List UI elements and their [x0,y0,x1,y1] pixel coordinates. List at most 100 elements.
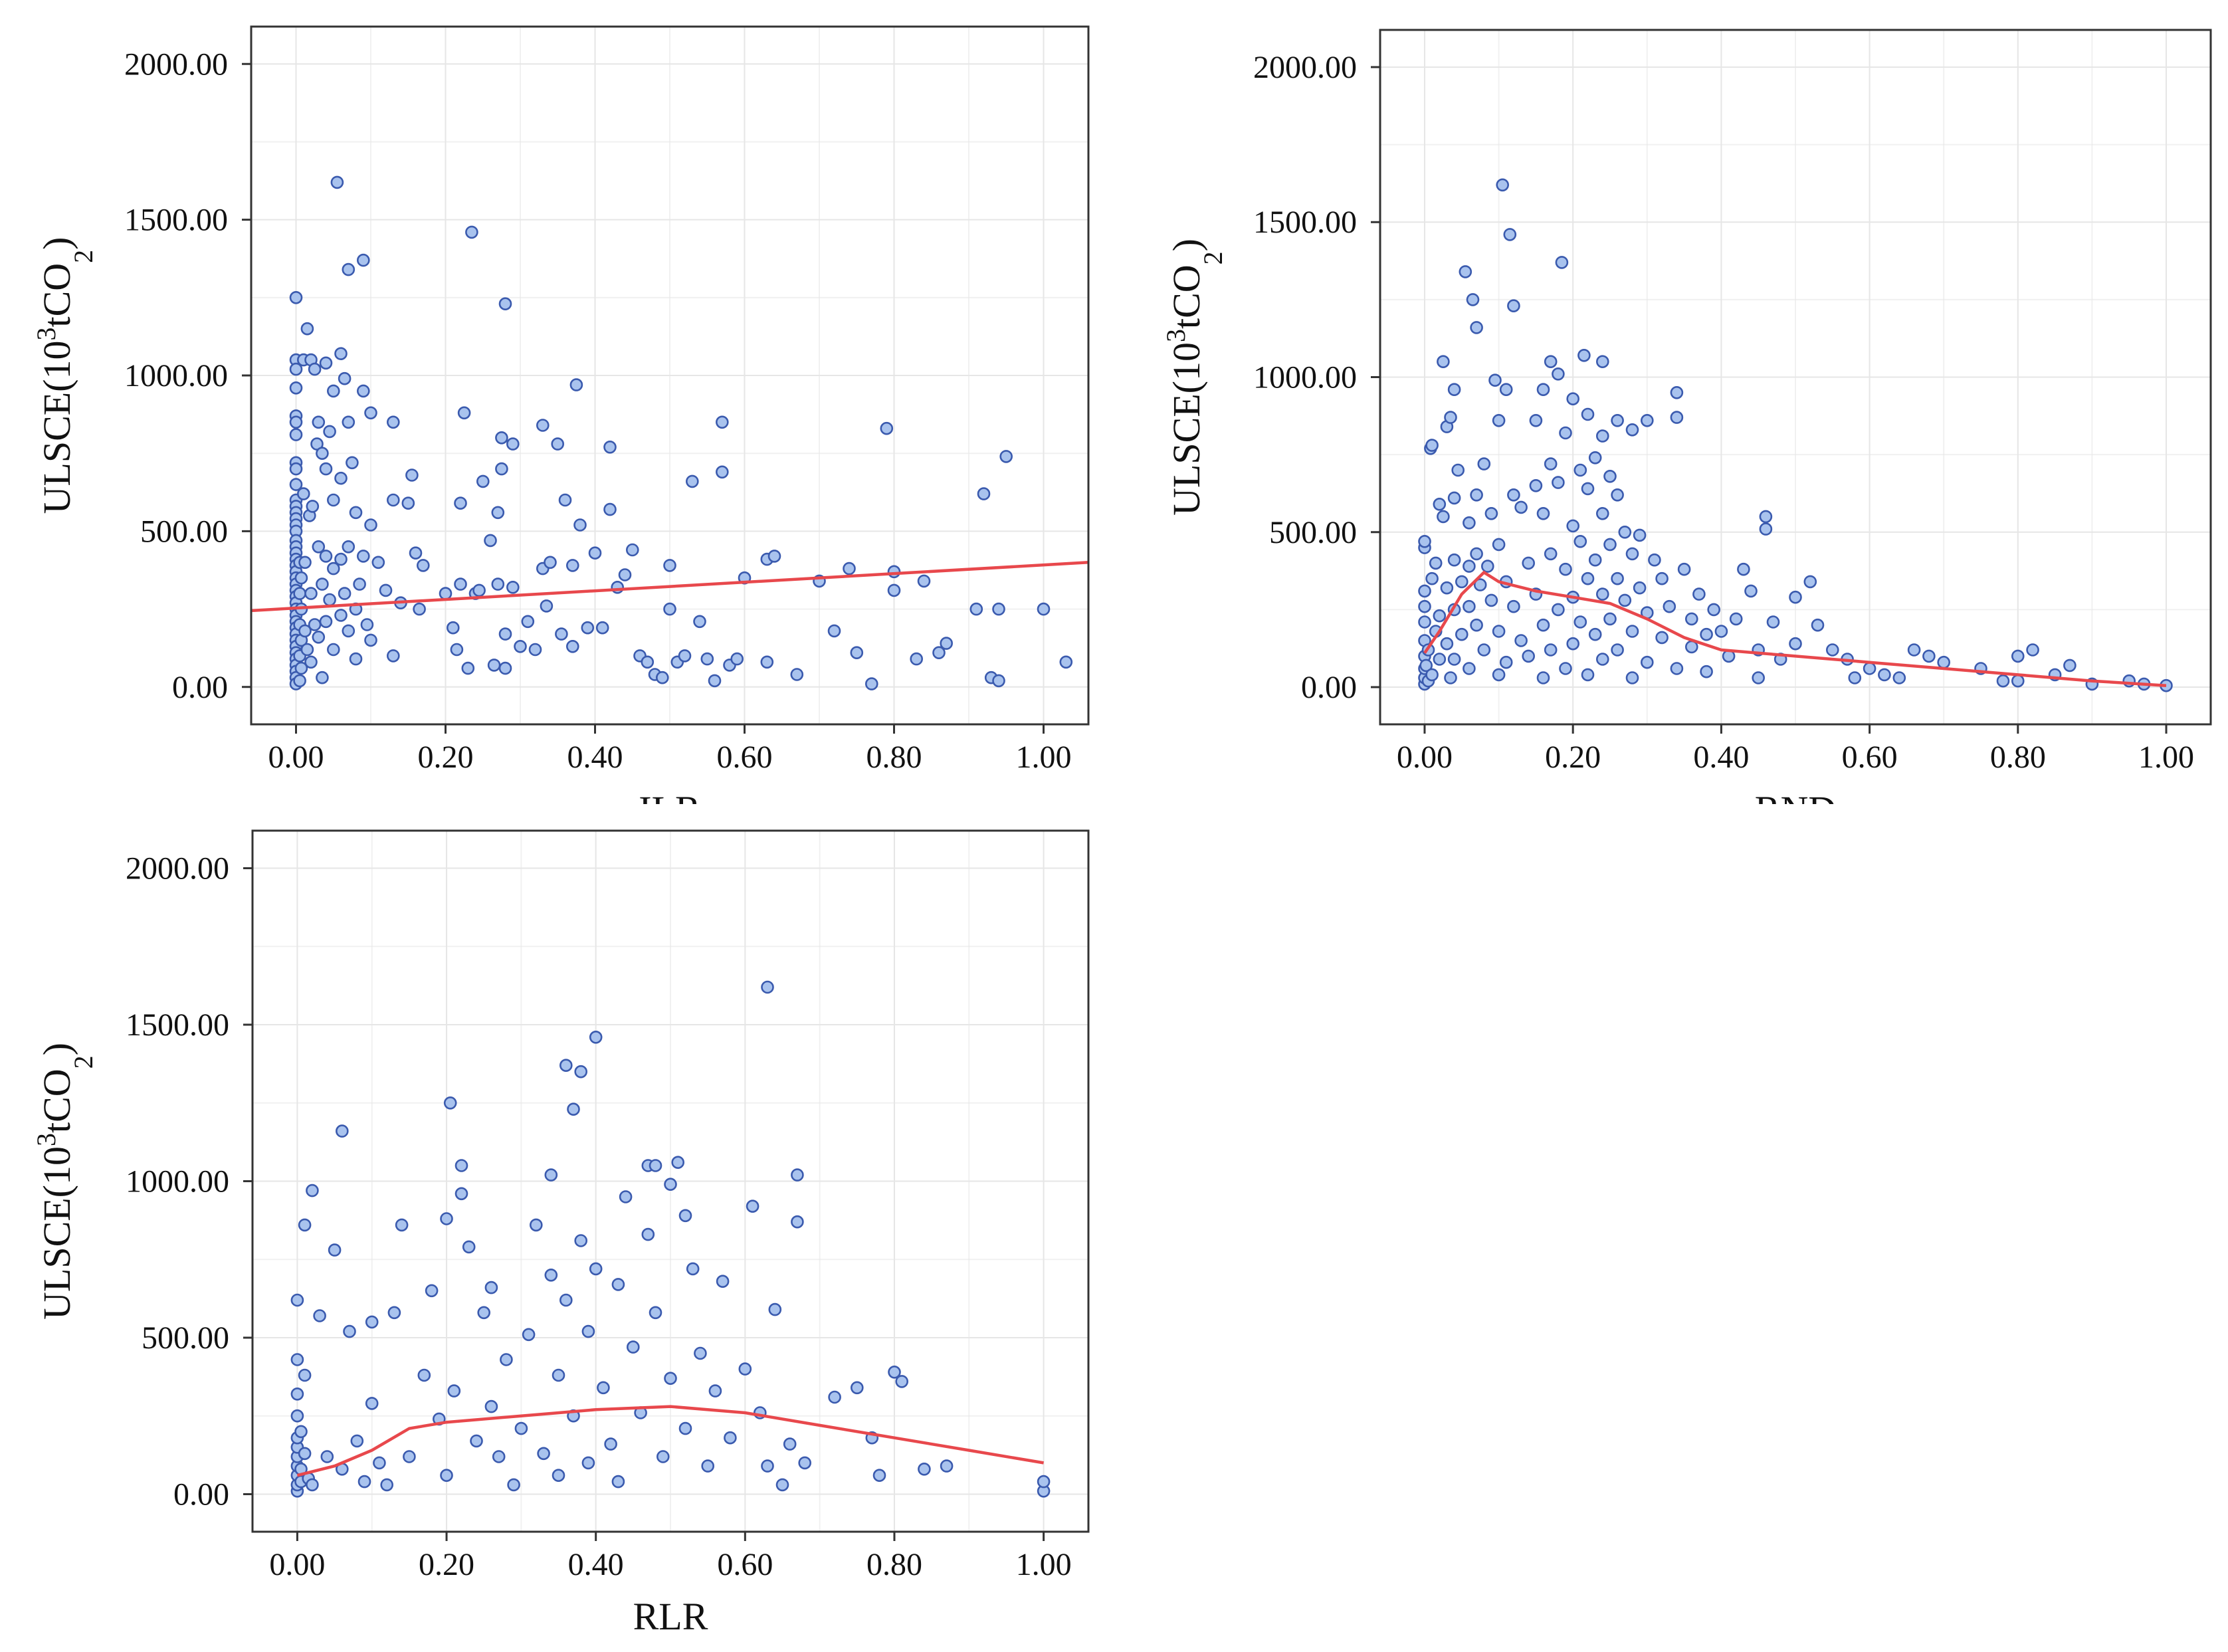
y-tick-label: 1500.00 [124,203,228,238]
data-point [506,437,520,451]
data-point [1573,463,1587,477]
data-point [1536,383,1550,397]
data-point [581,1324,595,1338]
data-point [574,1065,588,1079]
data-point [827,624,841,638]
data-point [2026,643,2039,657]
data-point [316,447,329,461]
data-point [1529,413,1543,427]
data-point [1759,510,1773,524]
x-axis: 0.00 0.20 0.40 0.60 0.80 1.00 [1397,724,2194,775]
data-point [693,615,706,629]
data-point [790,668,804,681]
data-point [356,253,370,267]
data-point [1433,653,1447,666]
data-point [843,562,856,575]
data-point [326,562,340,575]
data-point [379,583,393,597]
data-point [649,1306,662,1320]
data-point [767,550,781,563]
y-axis-title-sup: 3 [31,1133,61,1146]
data-point [581,1456,595,1470]
data-point [294,661,308,675]
data-point [1418,615,1431,629]
data-point [1611,488,1624,502]
data-point [328,1243,342,1257]
data-point [880,421,894,435]
data-point [559,1059,573,1073]
data-point [1037,602,1051,616]
data-point [1648,553,1661,567]
data-point [386,493,400,507]
data-point [300,643,314,657]
data-point [289,362,303,376]
data-point [1536,671,1550,684]
data-point [439,587,453,600]
data-point [1588,451,1602,465]
data-point [1789,590,1802,604]
x-tick-label: 0.00 [269,1547,325,1582]
data-point [313,1309,326,1322]
x-tick-label: 0.80 [1990,740,2046,775]
data-point [416,559,430,572]
data-point [298,1218,312,1232]
data-point [1499,655,1513,669]
data-point [306,1478,319,1492]
data-point [454,496,467,510]
data-point [1826,643,1839,657]
data-point [1922,649,1936,663]
y-axis: 0.00 500.00 1000.00 1500.00 2000.00 [1253,50,1380,705]
scatter-chart-rlr: 0.00 0.20 0.40 0.60 0.80 1.00 0.00 500.00 1000.0… [31,829,1090,1638]
data-point [529,1218,543,1232]
data-point [1766,615,1780,629]
data-point [611,1278,625,1291]
data-point [477,1306,491,1320]
data-point [521,615,535,629]
data-point [443,1096,457,1110]
data-point [1625,625,1639,638]
x-tick-label: 0.60 [717,740,773,775]
data-point [308,618,322,631]
data-point [1492,625,1506,638]
data-point [1425,571,1439,585]
data-point [447,1384,461,1397]
data-point [775,1478,789,1492]
data-point [716,1275,730,1289]
data-point [1437,510,1450,524]
data-point [440,1469,453,1483]
data-point [611,1475,625,1489]
data-point [2011,674,2025,688]
x-axis-title: RLR [633,1595,708,1638]
data-point [1577,348,1591,362]
y-axis: 0.00 500.00 1000.00 1500.00 2000.00 [124,47,251,705]
data-point [298,1368,312,1382]
data-point [450,643,464,657]
data-point [1503,228,1517,241]
data-point [371,556,385,569]
data-point [1536,506,1550,520]
data-point [540,599,554,613]
data-point [1477,457,1491,470]
x-tick-label: 0.60 [1842,740,1898,775]
x-tick-label: 0.00 [1397,740,1453,775]
y-tick-label: 0.00 [172,670,228,705]
data-point [1447,553,1461,567]
data-point [1555,256,1569,269]
y-axis-title-main: ULSCE(10 [35,1146,78,1320]
data-point [2063,659,2076,672]
data-point [395,1218,409,1232]
data-point [300,322,314,336]
data-point [319,356,333,370]
data-point [1514,500,1528,514]
x-axis-title: ILR [639,788,701,804]
data-point [1737,562,1750,576]
gridlines [251,27,1088,724]
data-point [865,677,878,690]
chart-panel-rlr: 0.00 0.20 0.40 0.60 0.80 1.00 0.00 500.00 1000.0… [0,804,1103,1652]
data-point [1700,627,1713,641]
x-tick-label: 0.40 [567,740,623,775]
data-point [476,474,490,488]
data-point [360,618,374,631]
data-point [1440,637,1454,651]
data-point [326,384,340,398]
